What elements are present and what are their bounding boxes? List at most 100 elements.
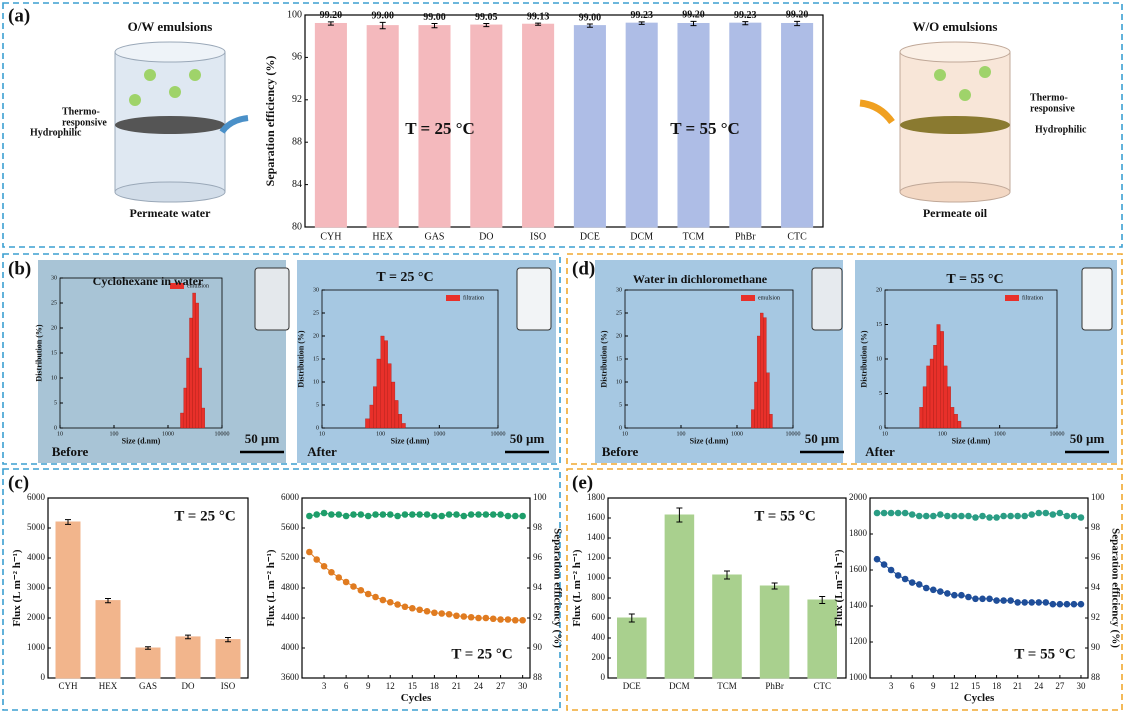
chart: 0 5 10 15 20 25 30 10 100 1000 10000 Distribution (… xyxy=(296,270,549,459)
y2-tick-label: 98 xyxy=(1091,522,1101,532)
point xyxy=(944,512,951,520)
y2-tick-label: 96 xyxy=(1091,552,1101,562)
panel-frame xyxy=(2,253,561,465)
point xyxy=(880,509,888,517)
x-tick-label: 10 xyxy=(882,431,888,437)
y-tick-label: 4800 xyxy=(281,582,300,592)
histogram-bar xyxy=(929,358,934,429)
x-tick-label: 100 xyxy=(677,431,686,437)
histogram-bar xyxy=(189,317,193,429)
vial xyxy=(254,267,290,331)
value-label: 99.05 xyxy=(475,12,498,23)
histogram-bar xyxy=(384,340,388,429)
histogram-bar xyxy=(369,404,374,429)
y2-tick-label: 92 xyxy=(533,612,542,622)
y-tick-label: 200 xyxy=(592,652,606,662)
histogram-bar xyxy=(387,363,392,429)
point xyxy=(467,511,475,518)
layer-label: Thermo- xyxy=(62,106,100,117)
bar xyxy=(135,647,161,679)
y-tick-label: 6000 xyxy=(281,492,300,502)
panel-label: (c) xyxy=(8,472,29,493)
x-tick-label: TCM xyxy=(717,681,737,691)
histogram-bar xyxy=(376,358,381,429)
annotation: 50 µm xyxy=(245,431,280,446)
point xyxy=(519,616,526,624)
point xyxy=(350,511,357,518)
x-tick-label: 3 xyxy=(889,681,894,691)
legend-label: filtration xyxy=(1022,294,1043,301)
membrane xyxy=(900,116,1010,134)
histogram-bar xyxy=(947,386,951,429)
histogram-bar xyxy=(933,345,937,429)
y-tick-label: 25 xyxy=(51,300,57,306)
micrograph xyxy=(595,260,843,463)
point xyxy=(482,614,490,622)
chart: 80 84 88 92 96 100 Separation efficiency (%) CY… xyxy=(263,9,824,242)
point xyxy=(887,509,895,517)
x-tick-label: 1000 xyxy=(994,431,1006,437)
panel-frame xyxy=(566,253,1123,465)
point xyxy=(1000,512,1007,520)
point xyxy=(1056,600,1064,608)
cylinder-top xyxy=(899,41,1011,63)
cylinder-bottom xyxy=(899,181,1011,203)
point xyxy=(937,588,944,595)
bar xyxy=(418,25,451,228)
x-tick-label: 10000 xyxy=(1050,431,1065,437)
chart: 0 200 400 600 800 1000 1200 1400 1600 1800 Flux (L… xyxy=(571,492,847,691)
point xyxy=(965,512,972,520)
y-tick-label: 30 xyxy=(51,275,57,281)
point xyxy=(880,561,888,568)
x-tick-label: 21 xyxy=(1013,681,1022,691)
histogram-bar xyxy=(186,357,190,429)
bar xyxy=(625,22,658,228)
x-tick-label: DO xyxy=(479,231,493,242)
x-axis-label: Size (d.nm) xyxy=(690,437,729,446)
error-bar xyxy=(742,21,749,26)
y-tick-label: 1200 xyxy=(587,552,606,562)
membrane xyxy=(115,116,225,134)
point xyxy=(1042,509,1050,517)
point xyxy=(364,590,372,598)
arrow xyxy=(219,115,249,134)
point xyxy=(1007,597,1014,604)
histogram-bar xyxy=(394,400,399,429)
point xyxy=(306,548,313,556)
x-tick-label: DCM xyxy=(669,681,690,691)
y2-axis-label: Separation efficiency (%) xyxy=(551,528,563,648)
y-tick-label: 800 xyxy=(592,592,606,602)
point xyxy=(979,595,986,603)
annotation: After xyxy=(307,444,337,459)
point xyxy=(306,512,313,520)
point xyxy=(929,586,937,594)
y-tick-label: 15 xyxy=(313,356,319,362)
error-bar xyxy=(65,519,71,525)
y2-tick-label: 96 xyxy=(533,552,543,562)
annotation: T = 55 °C xyxy=(946,272,1003,287)
point xyxy=(342,512,350,520)
chart: 3600400044004800520056006000889092949698… xyxy=(265,492,564,704)
y-axis-label: Separation efficiency (%) xyxy=(263,56,277,187)
x-tick-label: 30 xyxy=(518,681,528,691)
y-tick-label: 10 xyxy=(313,379,319,385)
legend-label: filtration xyxy=(463,294,484,301)
point xyxy=(993,514,1000,521)
y-tick-label: 3000 xyxy=(27,582,46,592)
x-tick-label: DO xyxy=(182,681,195,691)
ow-illustration: O/W emulsions Thermo- responsive Hydroph… xyxy=(30,19,249,220)
x-tick-label: 24 xyxy=(474,681,484,691)
bar xyxy=(807,599,837,679)
point xyxy=(908,579,916,586)
point xyxy=(1077,600,1085,608)
layer-label: Thermo- xyxy=(1030,92,1068,103)
point xyxy=(1021,512,1029,520)
bar xyxy=(781,22,814,228)
point xyxy=(511,616,519,624)
y-tick-label: 15 xyxy=(616,356,622,362)
layer-label: Hydrophilic xyxy=(1035,124,1087,135)
chart: 1000120014001600180020008890929496981003… xyxy=(833,492,1122,704)
y-tick-label: 25 xyxy=(616,310,622,316)
y-tick-label: 96 xyxy=(292,52,302,63)
error-bar xyxy=(105,598,111,604)
